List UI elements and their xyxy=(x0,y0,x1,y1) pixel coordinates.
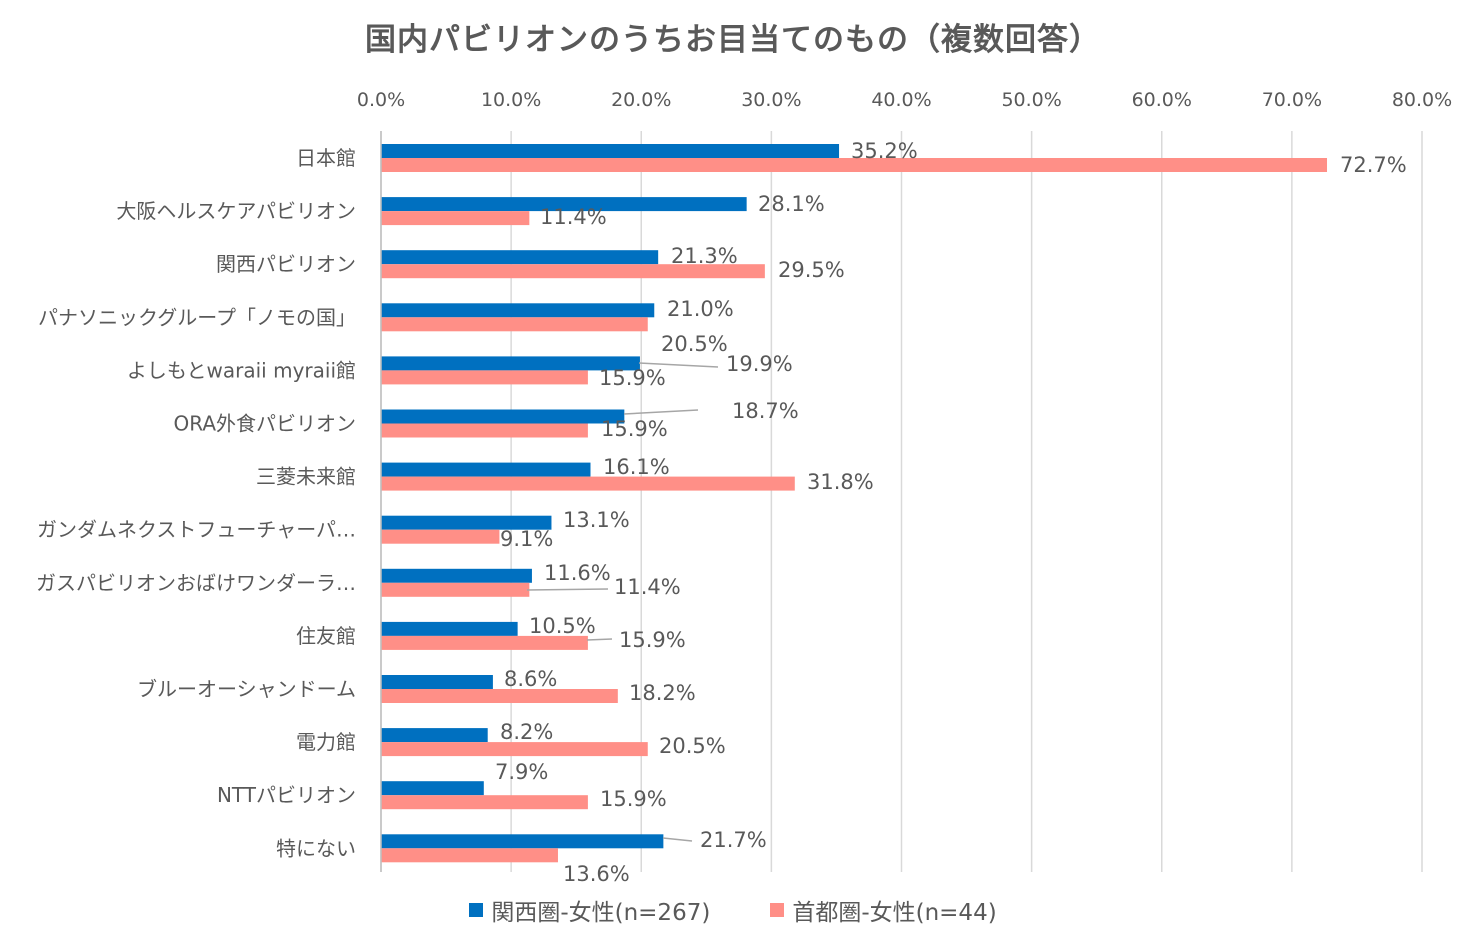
data-label-kansai: 8.6% xyxy=(504,667,557,691)
bar-kansai xyxy=(381,621,518,636)
bar-shutoken xyxy=(381,742,648,757)
bar-shutoken xyxy=(381,689,618,703)
bar-kansai xyxy=(381,781,484,796)
data-label-shutoken: 29.5% xyxy=(778,258,845,282)
category-label: 住友館 xyxy=(296,624,356,648)
bar-shutoken xyxy=(381,848,558,863)
data-label-shutoken: 18.2% xyxy=(629,681,696,705)
legend-label-shutoken: 首都圏-女性(n=44) xyxy=(792,900,997,926)
data-label-shutoken: 20.5% xyxy=(661,332,728,356)
data-label-kansai: 10.5% xyxy=(529,614,596,638)
category-label: NTTパビリオン xyxy=(217,783,356,807)
leader-line xyxy=(662,837,693,842)
data-label-shutoken: 15.9% xyxy=(619,628,686,652)
leader-line xyxy=(586,638,613,641)
data-label-shutoken: 9.1% xyxy=(500,527,553,551)
data-label-kansai: 7.9% xyxy=(495,760,548,784)
leader-line xyxy=(638,362,719,368)
leader-line xyxy=(623,409,699,415)
data-label-shutoken: 11.4% xyxy=(614,575,681,599)
category-label: 電力館 xyxy=(296,730,356,754)
category-label: 三菱未来館 xyxy=(256,465,356,489)
bar-shutoken xyxy=(381,635,588,650)
x-tick-label: 70.0% xyxy=(1262,89,1322,111)
data-label-shutoken: 15.9% xyxy=(601,417,668,441)
data-label-kansai: 11.6% xyxy=(544,561,611,585)
data-label-kansai: 8.2% xyxy=(500,720,553,744)
bar-shutoken xyxy=(381,582,530,597)
x-tick-label: 10.0% xyxy=(481,89,541,111)
x-tick-label: 0.0% xyxy=(357,89,405,111)
bar-kansai xyxy=(381,409,625,424)
data-label-kansai: 13.1% xyxy=(563,508,630,532)
legend: 関西圏-女性(n=267) 首都圏-女性(n=44) xyxy=(0,893,1466,927)
category-label: 関西パビリオン xyxy=(216,252,356,276)
bar-kansai xyxy=(381,356,640,371)
x-tick-label: 80.0% xyxy=(1392,89,1452,111)
bar-kansai xyxy=(381,462,591,477)
bar-shutoken xyxy=(381,158,1328,172)
data-label-shutoken: 15.9% xyxy=(600,787,667,811)
x-tick-label: 30.0% xyxy=(741,89,801,111)
bar-shutoken xyxy=(381,423,588,438)
data-label-kansai: 16.1% xyxy=(603,455,670,479)
data-label-kansai: 21.0% xyxy=(667,297,734,321)
legend-item-shutoken: 首都圏-女性(n=44) xyxy=(770,893,997,927)
bar-kansai xyxy=(381,250,659,265)
bar-kansai xyxy=(381,728,488,743)
data-label-kansai: 21.3% xyxy=(671,244,738,268)
bar-kansai xyxy=(381,303,655,318)
bar-kansai xyxy=(381,144,840,158)
legend-swatch-kansai xyxy=(469,903,484,917)
data-label-kansai: 21.7% xyxy=(700,828,767,852)
category-label: 日本館 xyxy=(296,146,356,170)
data-label-shutoken: 31.8% xyxy=(807,470,874,494)
data-label-kansai: 28.1% xyxy=(758,192,825,216)
data-label-shutoken: 11.4% xyxy=(540,205,607,229)
category-label: 大阪ヘルスケアパビリオン xyxy=(116,199,356,223)
x-tick-label: 50.0% xyxy=(1001,89,1061,111)
bar-shutoken xyxy=(381,211,530,226)
bar-shutoken xyxy=(381,317,648,332)
category-label: ブルーオーシャンドーム xyxy=(137,677,356,701)
x-tick-label: 20.0% xyxy=(611,89,671,111)
bar-shutoken xyxy=(381,264,765,279)
category-label: ORA外食パビリオン xyxy=(173,412,356,436)
bar-kansai xyxy=(381,675,493,689)
data-label-kansai: 35.2% xyxy=(851,139,918,163)
bar-shutoken xyxy=(381,476,795,491)
legend-swatch-shutoken xyxy=(770,903,785,917)
data-label-kansai: 18.7% xyxy=(732,399,799,423)
category-label: パナソニックグループ「ノモの国」 xyxy=(38,305,356,329)
category-label: ガンダムネクストフューチャーパ… xyxy=(37,518,356,542)
bar-kansai xyxy=(381,197,747,212)
x-tick-label: 60.0% xyxy=(1132,89,1192,111)
bar-shutoken xyxy=(381,529,500,544)
bar-kansai xyxy=(381,515,552,530)
data-label-shutoken: 13.6% xyxy=(563,862,630,886)
bar-shutoken xyxy=(381,370,588,385)
bar-kansai xyxy=(381,834,664,849)
data-label-shutoken: 72.7% xyxy=(1340,153,1407,177)
chart-title: 国内パビリオンのうちお目当てのもの（複数回答） xyxy=(365,22,1101,58)
data-label-shutoken: 20.5% xyxy=(659,734,726,758)
legend-label-kansai: 関西圏-女性(n=267) xyxy=(491,900,711,926)
data-label-shutoken: 15.9% xyxy=(599,366,666,390)
data-label-kansai: 19.9% xyxy=(726,352,793,376)
legend-item-kansai: 関西圏-女性(n=267) xyxy=(469,893,710,927)
leader-line xyxy=(526,588,609,591)
category-label: よしもとwaraii myraii館 xyxy=(127,358,356,382)
x-tick-label: 40.0% xyxy=(871,89,931,111)
category-label: ガスパビリオンおばけワンダーラ… xyxy=(36,571,356,595)
bar-shutoken xyxy=(381,795,588,810)
bar-kansai xyxy=(381,568,532,583)
category-label: 特にない xyxy=(276,836,356,860)
